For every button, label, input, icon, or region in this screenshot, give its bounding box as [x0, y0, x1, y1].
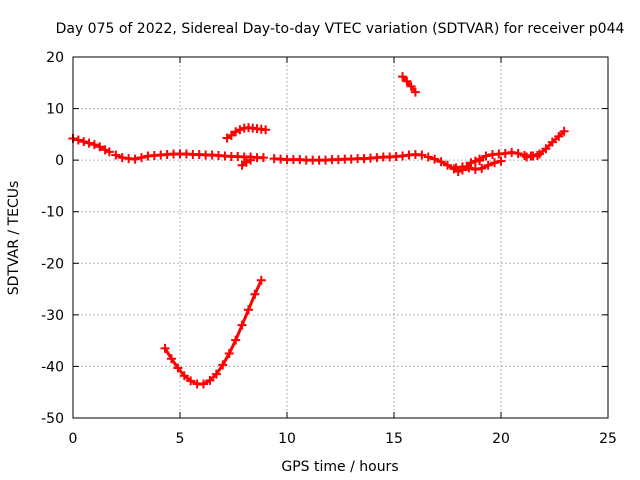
x-tick-label: 0	[69, 431, 78, 447]
y-tick-label: 10	[46, 102, 64, 118]
y-tick-label: -10	[41, 205, 64, 221]
plot-frame	[72, 56, 609, 419]
series-trace	[163, 278, 263, 386]
y-tick-label: -50	[41, 411, 64, 427]
y-tick-label: -20	[41, 256, 64, 272]
series-trace	[525, 129, 566, 159]
data-points	[68, 72, 569, 389]
series-trace	[454, 159, 503, 171]
x-tick-label: 15	[385, 431, 403, 447]
x-axis-label: GPS time / hours	[281, 459, 398, 475]
y-tick-label: -40	[41, 359, 64, 375]
series-trace	[272, 152, 424, 162]
x-tick-label: 20	[492, 431, 510, 447]
x-tick-label: 25	[599, 431, 617, 447]
x-tick-label: 10	[278, 431, 296, 447]
series-trace	[225, 126, 268, 140]
grid-lines	[73, 57, 608, 418]
x-tick-label: 5	[176, 431, 185, 447]
series-trace	[426, 155, 482, 173]
y-axis-ticks: -50 -40 -30 -20 -10 0 10 20	[41, 50, 608, 427]
y-axis-label: SDTVAR / TECUs	[6, 181, 22, 296]
series-trace	[114, 152, 265, 161]
series-trace	[240, 158, 253, 167]
chart-title: Day 075 of 2022, Sidereal Day-to-day VTE…	[56, 21, 625, 37]
y-tick-label: -30	[41, 308, 64, 324]
series-trace	[401, 75, 417, 94]
y-tick-label: 20	[46, 50, 64, 66]
plot-border	[72, 56, 609, 419]
x-axis-ticks: 0 5 10 15 20 25	[69, 57, 617, 447]
series-trace	[71, 136, 111, 154]
y-tick-label: 0	[55, 153, 64, 169]
